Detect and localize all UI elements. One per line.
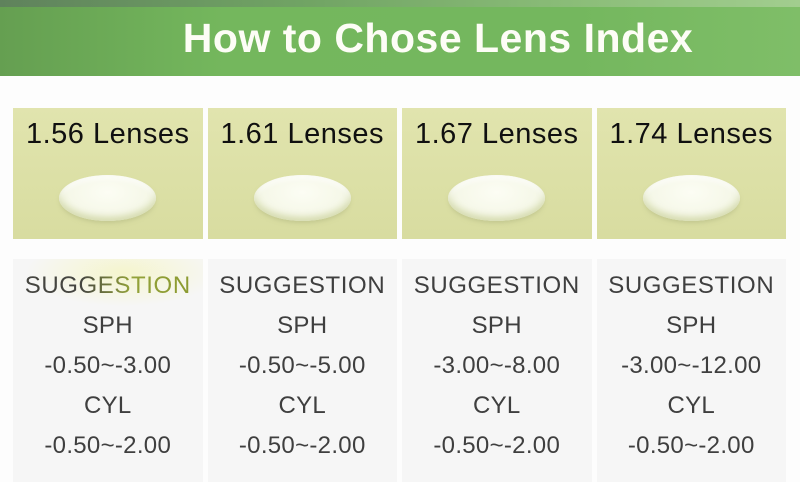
- lens-card-167: 1.67 Lenses: [402, 108, 592, 239]
- lens-card-title: 1.67 Lenses: [414, 118, 579, 150]
- lens-photo-icon: [448, 175, 546, 221]
- suggestion-card-167: SUGGESTION SPH -3.00~-8.00 CYL -0.50~-2.…: [402, 259, 592, 482]
- suggestion-card-174: SUGGESTION SPH -3.00~-12.00 CYL -0.50~-2…: [596, 259, 786, 482]
- header-top-strip: [0, 0, 800, 7]
- lens-photo-icon: [59, 175, 157, 221]
- cyl-label: CYL: [667, 392, 716, 419]
- suggestion-card-row: SUGGESTION SPH -0.50~-3.00 CYL -0.50~-2.…: [13, 259, 786, 482]
- suggestion-label: SUGGESTION: [608, 272, 775, 299]
- cyl-label: CYL: [472, 392, 521, 419]
- cyl-range: -0.50~-2.00: [433, 432, 561, 459]
- suggestion-card-161: SUGGESTION SPH -0.50~-5.00 CYL -0.50~-2.…: [207, 259, 397, 482]
- sph-label: SPH: [666, 312, 717, 339]
- sph-range: -3.00~-12.00: [621, 352, 762, 379]
- sph-range: -3.00~-8.00: [433, 352, 561, 379]
- lens-card-title: 1.56 Lenses: [25, 118, 190, 150]
- lens-card-161: 1.61 Lenses: [207, 108, 397, 239]
- header-banner: How to Chose Lens Index: [0, 0, 800, 76]
- sph-range: -0.50~-3.00: [44, 352, 172, 379]
- lens-photo-icon: [642, 175, 740, 221]
- cyl-range: -0.50~-2.00: [238, 432, 366, 459]
- cyl-label: CYL: [278, 392, 327, 419]
- sph-label: SPH: [82, 312, 133, 339]
- cyl-range: -0.50~-2.00: [44, 432, 172, 459]
- lens-photo-icon: [253, 175, 351, 221]
- cyl-label: CYL: [83, 392, 132, 419]
- lens-card-156: 1.56 Lenses: [13, 108, 203, 239]
- suggestion-label: SUGGESTION: [413, 272, 580, 299]
- cyl-range: -0.50~-2.00: [627, 432, 755, 459]
- suggestion-card-156: SUGGESTION SPH -0.50~-3.00 CYL -0.50~-2.…: [13, 259, 203, 482]
- sph-label: SPH: [277, 312, 328, 339]
- lens-card-row: 1.56 Lenses 1.61 Lenses 1.67 Lenses 1.74…: [13, 108, 786, 239]
- sph-range: -0.50~-5.00: [238, 352, 366, 379]
- suggestion-label: SUGGESTION: [219, 272, 386, 299]
- lens-card-174: 1.74 Lenses: [596, 108, 786, 239]
- page-title: How to Chose Lens Index: [182, 14, 694, 61]
- lens-card-title: 1.74 Lenses: [609, 118, 773, 150]
- suggestion-label: SUGGESTION: [13, 266, 203, 306]
- sph-label: SPH: [471, 312, 522, 339]
- lens-card-title: 1.61 Lenses: [220, 118, 384, 150]
